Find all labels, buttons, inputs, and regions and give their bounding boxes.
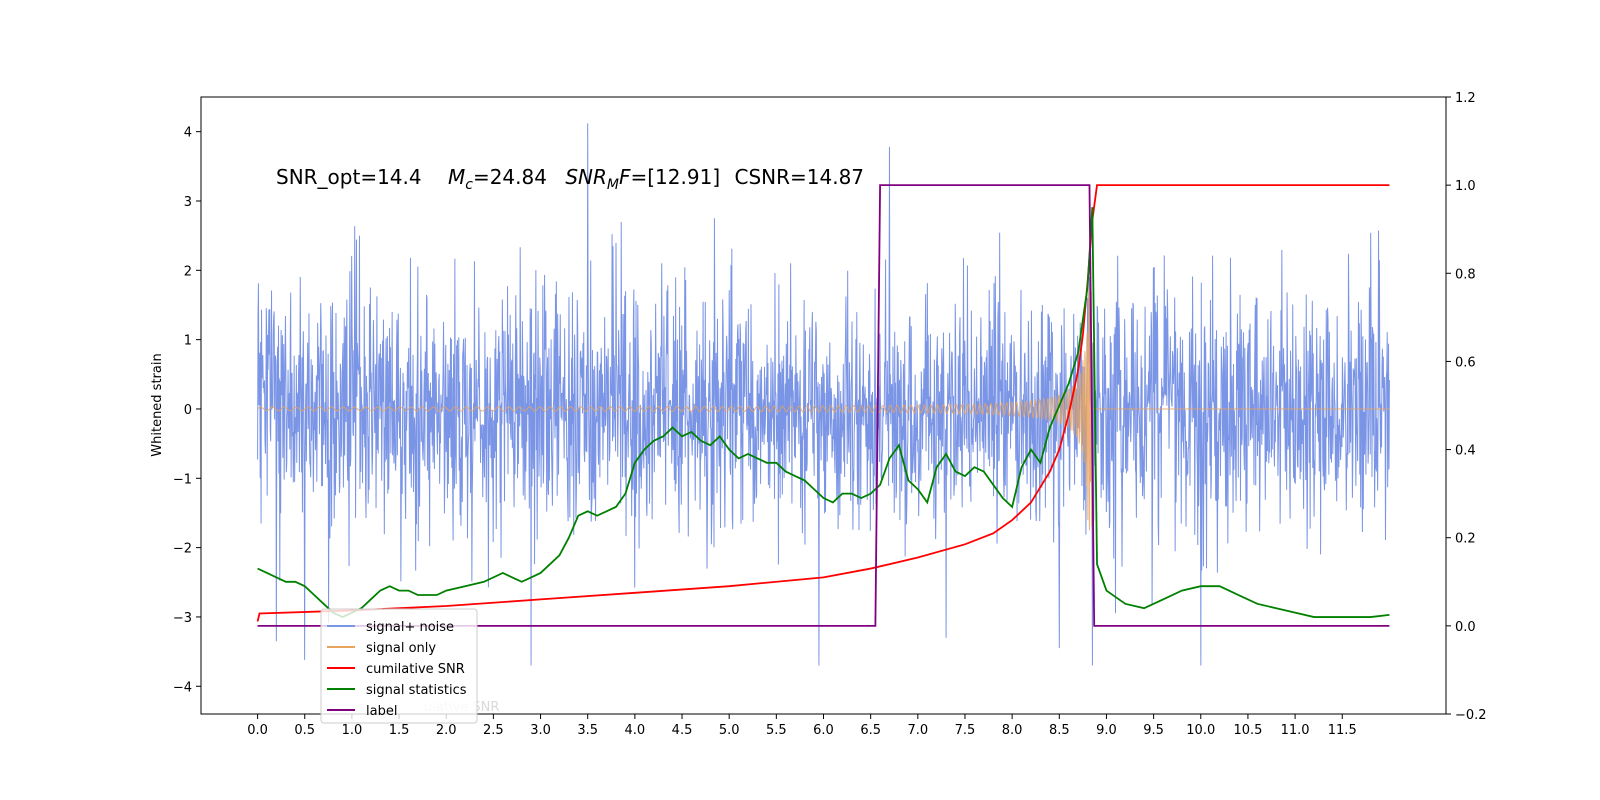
csnr-text: CSNR=14.87 — [734, 165, 864, 189]
right-y-tick-label: 1.2 — [1455, 91, 1476, 106]
chirp-mass-subscript: c — [465, 177, 473, 193]
x-tick-label: 10.5 — [1233, 723, 1262, 738]
legend-entry-label: signal+ noise — [366, 620, 454, 635]
legend-entries: signal+ noise signal only cumilative SNR si… — [327, 620, 467, 719]
left-y-tick-label: −2 — [173, 542, 192, 557]
snr-opt-text: SNR_opt=14.4 — [276, 165, 422, 189]
legend-entry-label: signal statistics — [366, 683, 467, 698]
x-tick-label: 3.0 — [530, 723, 551, 738]
x-tick-label: 1.0 — [342, 723, 363, 738]
left-y-tick-label: 3 — [184, 195, 192, 210]
x-tick-label: 8.0 — [1002, 723, 1023, 738]
snr-mf-subscript: M — [607, 177, 619, 193]
x-tick-label: 10.0 — [1186, 723, 1215, 738]
x-tick-label: 0.0 — [247, 723, 268, 738]
series-cumulative-snr — [256, 184, 1390, 622]
x-tick-label: 11.0 — [1281, 723, 1310, 738]
series-signal-statistics — [257, 207, 1390, 619]
legend-entry-label: label — [366, 704, 397, 719]
x-tick-label: 6.5 — [860, 723, 881, 738]
right-y-axis: 1.2 1.0 0.8 0.6 0.4 0.2 0.0 −0.2 — [1446, 91, 1487, 723]
right-y-tick-label: 0.8 — [1455, 267, 1476, 282]
x-tick-label: 9.0 — [1096, 723, 1117, 738]
left-y-tick-label: −4 — [173, 680, 192, 695]
legend-box — [320, 608, 478, 724]
x-tick-label: 7.0 — [907, 723, 928, 738]
plot-series — [256, 123, 1390, 666]
x-tick-label: 1.5 — [389, 723, 410, 738]
right-y-tick-label: 0.0 — [1455, 620, 1476, 635]
series-signal-noise — [257, 123, 1390, 666]
y-axis-label: Whitened strain — [150, 353, 165, 456]
left-y-tick-label: −3 — [173, 611, 192, 626]
right-y-tick-label: 0.6 — [1455, 355, 1476, 370]
series-signal-only — [257, 287, 1390, 531]
snr-mf-tail: F — [619, 165, 631, 189]
series-label — [257, 184, 1390, 627]
x-axis: 0.0 0.5 1.0 1.5 2.0 2.5 3.0 3.5 4.0 4.5 5.0 5.5 6.0 6… — [247, 714, 1357, 738]
left-y-tick-label: 2 — [184, 264, 192, 279]
chirp-mass-value: =24.84 — [473, 165, 547, 189]
x-tick-label: 3.5 — [577, 723, 598, 738]
x-tick-label: 2.5 — [483, 723, 504, 738]
x-tick-label: 5.0 — [719, 723, 740, 738]
x-tick-label: 11.5 — [1328, 723, 1357, 738]
snr-mf-value: =[12.91] — [631, 165, 721, 189]
chirp-mass-symbol: M — [448, 165, 465, 189]
x-tick-label: 9.5 — [1143, 723, 1164, 738]
left-y-tick-label: 0 — [184, 403, 192, 418]
x-tick-label: 8.5 — [1049, 723, 1070, 738]
x-tick-label: 0.5 — [294, 723, 315, 738]
x-tick-label: 4.5 — [672, 723, 693, 738]
right-y-tick-label: −0.2 — [1455, 708, 1487, 723]
legend-entry-label: signal only — [366, 641, 436, 656]
legend-entry-label: cumilative SNR — [366, 662, 465, 677]
left-y-tick-label: 4 — [184, 126, 192, 141]
right-y-tick-label: 0.2 — [1455, 532, 1476, 547]
snr-annotation: SNR_opt=14.4 Mc=24.84 SNRMF=[12.91] CSNR… — [276, 165, 864, 193]
right-y-tick-label: 0.4 — [1455, 444, 1476, 459]
left-y-axis: 4 3 2 1 0 −1 −2 −3 −4 — [173, 126, 201, 695]
right-y-tick-label: 1.0 — [1455, 179, 1476, 194]
x-tick-label: 7.5 — [955, 723, 976, 738]
left-y-tick-label: −1 — [173, 472, 192, 487]
x-tick-label: 4.0 — [625, 723, 646, 738]
x-tick-label: 2.0 — [436, 723, 457, 738]
left-y-tick-label: 1 — [184, 334, 192, 349]
snr-mf-symbol: SNR — [565, 165, 607, 189]
x-tick-label: 5.5 — [766, 723, 787, 738]
x-tick-label: 6.0 — [813, 723, 834, 738]
